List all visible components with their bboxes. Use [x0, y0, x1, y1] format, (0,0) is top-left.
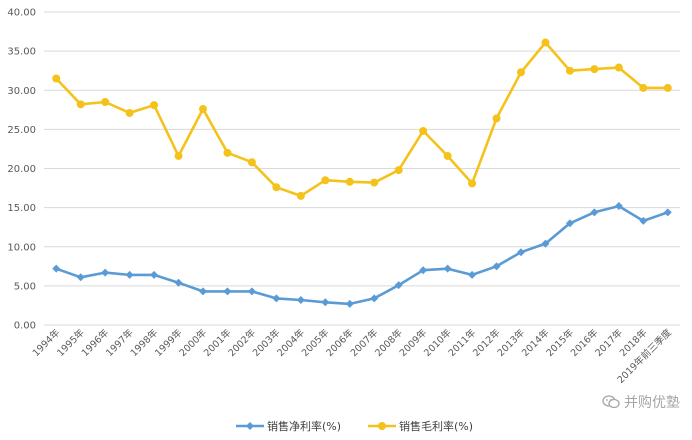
series-line-gross-margin: [55, 41, 668, 198]
data-point: [492, 262, 501, 271]
y-tick-label: 5.00: [14, 281, 36, 292]
data-point: [492, 114, 501, 123]
data-point: [590, 65, 599, 74]
data-point: [296, 191, 305, 200]
y-tick-label: 0.00: [14, 321, 36, 332]
data-point: [565, 219, 574, 228]
data-point: [101, 97, 110, 106]
data-point: [125, 108, 134, 117]
series-layer: [52, 38, 672, 308]
data-point: [150, 101, 159, 110]
y-tick-label: 40.00: [7, 8, 36, 19]
data-point: [247, 158, 256, 167]
data-point: [468, 179, 477, 188]
data-point: [394, 166, 403, 175]
data-point: [150, 270, 159, 279]
wechat-icon: [602, 395, 620, 409]
data-point: [223, 287, 232, 296]
y-tick-label: 35.00: [7, 47, 36, 58]
data-point: [52, 74, 61, 83]
gridlines: [44, 11, 680, 326]
data-point: [541, 239, 550, 248]
y-tick-label: 15.00: [7, 203, 36, 214]
data-point: [443, 151, 452, 160]
y-tick-label: 25.00: [7, 125, 36, 136]
legend-marker: [246, 422, 254, 430]
series-line-net-margin: [55, 204, 669, 306]
data-point: [272, 294, 281, 303]
data-point: [419, 126, 428, 135]
x-axis-ticks: 1994年1995年1996年1997年1998年1999年2000年2001年…: [30, 326, 674, 386]
data-point: [199, 287, 207, 296]
data-point: [174, 151, 183, 160]
data-point: [321, 298, 330, 307]
y-tick-label: 10.00: [7, 242, 36, 253]
data-point: [468, 270, 477, 279]
data-point: [247, 287, 256, 296]
data-point: [565, 66, 574, 75]
legend: 销售净利率(%) 销售毛利率(%): [236, 419, 473, 433]
data-point: [663, 208, 672, 217]
data-point: [394, 281, 403, 290]
data-point: [639, 83, 648, 92]
legend-marker: [378, 422, 386, 430]
data-point: [345, 177, 354, 186]
data-point: [345, 299, 354, 308]
data-point: [76, 273, 85, 282]
data-point: [223, 148, 232, 157]
data-point: [517, 68, 525, 77]
data-point: [296, 295, 305, 304]
data-point: [321, 176, 330, 185]
watermark: 并购优塾: [602, 392, 680, 412]
data-point: [370, 294, 379, 303]
data-point: [590, 208, 599, 217]
data-point: [52, 264, 61, 273]
legend-label: 销售净利率(%): [267, 419, 341, 433]
legend-label: 销售毛利率(%): [399, 419, 473, 433]
watermark-text: 并购优塾: [624, 395, 680, 411]
data-point: [101, 268, 110, 277]
data-point: [272, 183, 281, 192]
y-tick-label: 20.00: [7, 164, 36, 175]
data-point: [541, 38, 550, 47]
y-tick-label: 30.00: [7, 86, 36, 97]
data-point: [614, 63, 623, 72]
data-point: [419, 266, 428, 275]
data-point: [125, 270, 134, 279]
data-point: [663, 83, 672, 92]
y-axis-ticks: 0.00 5.00 10.00 15.00 20.00 25.00 30.00 35.00 40…: [7, 8, 36, 332]
data-point: [174, 278, 183, 287]
data-point: [639, 216, 648, 225]
data-point: [76, 100, 85, 109]
data-point: [517, 248, 525, 257]
data-point: [370, 178, 379, 187]
data-point: [443, 264, 452, 273]
data-point: [614, 202, 623, 211]
data-point: [199, 105, 207, 114]
